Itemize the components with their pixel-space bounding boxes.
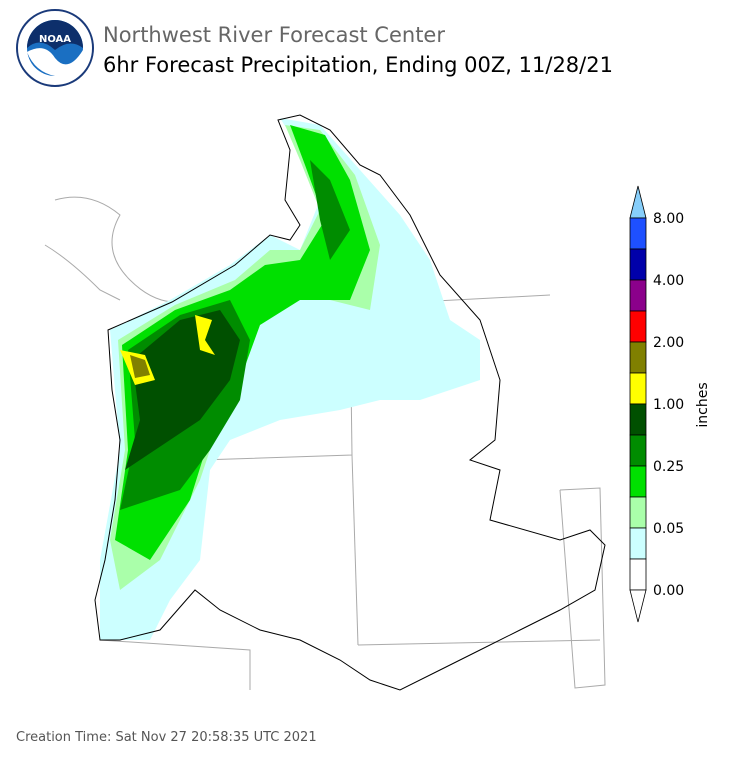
map: [44, 114, 606, 691]
colorbar-tick-label: 1.00: [653, 397, 684, 413]
noaa-logo: NOAA: [16, 9, 94, 87]
colorbar-tick-label: 0.05: [653, 521, 684, 537]
colorbar-tick-label: 8.00: [653, 211, 684, 227]
organization-title: Northwest River Forecast Center: [103, 23, 445, 47]
colorbar-tick-label: 0.25: [653, 459, 684, 475]
colorbar: [629, 185, 647, 623]
colorbar-label: inches: [695, 382, 711, 427]
colorbar-tick-label: 0.00: [653, 583, 684, 599]
colorbar-tick-label: 2.00: [653, 335, 684, 351]
logo-text: NOAA: [39, 34, 71, 45]
creation-time: Creation Time: Sat Nov 27 20:58:35 UTC 2…: [16, 730, 317, 745]
product-title: 6hr Forecast Precipitation, Ending 00Z, …: [103, 53, 613, 77]
colorbar-tick-label: 4.00: [653, 273, 684, 289]
